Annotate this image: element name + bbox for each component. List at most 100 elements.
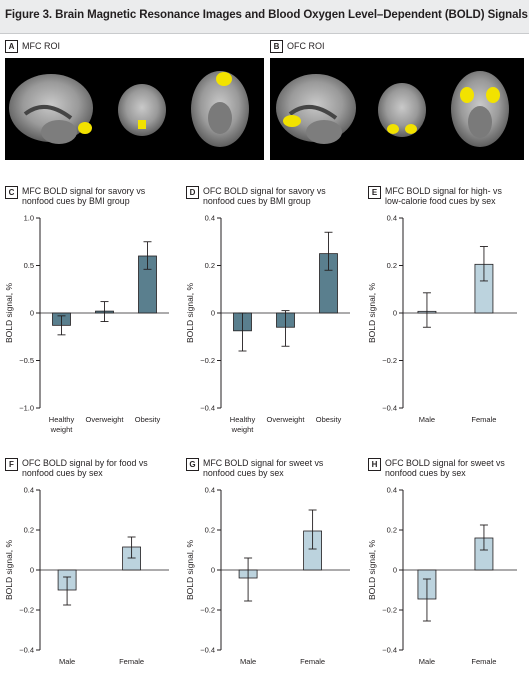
chart-c-category-label: Healthy [49,415,75,424]
chart-c-y-tick-label: −0.5 [19,356,34,365]
chart-h-category-label: Female [471,657,496,666]
panel-d-title-line-2: nonfood cues by BMI group [203,196,311,206]
chart-c-y-tick-label: −1.0 [19,404,34,413]
panel-d-title-line-1: OFC BOLD signal for savory vs [203,186,326,196]
chart-e-y-tick-label: 0.2 [387,261,397,270]
panel-b-letter: B [270,40,283,53]
panel-c-title: MFC BOLD signal for savory vs nonfood cu… [22,186,182,206]
chart-e-category-label: Female [471,415,496,424]
sagittal-slice [9,74,93,144]
chart-f-y-tick-label: 0.2 [24,526,34,535]
chart-d-category-label: Overweight [267,415,306,424]
chart-g-y-tick-label: 0.2 [205,526,215,535]
panel-e-title: MFC BOLD signal for high- vs low-calorie… [385,186,529,206]
panel-e-header: E [368,186,385,200]
chart-g-y-tick-label: −0.2 [200,606,215,615]
figure-title: Figure 3. Brain Magnetic Resonance Image… [5,9,528,21]
chart-h-ofc-sweet-sex: BOLD signal, % −0.4 −0.2 0 0.2 0.4 Male Female [367,486,517,666]
panel-c-title-line-1: MFC BOLD signal for savory vs [22,186,146,196]
chart-c-category-label: weight [50,425,74,434]
panel-e-letter: E [368,186,381,199]
chart-c-mfc-bmi: BOLD signal, % −1.0 −0.5 0 0.5 1.0 Healthyweig… [4,214,169,434]
chart-g-category-label: Female [300,657,325,666]
panel-g-letter: G [186,458,199,471]
chart-e-y-tick-label: −0.4 [382,404,397,413]
chart-d-category-label: Healthy [230,415,256,424]
chart-d-category-label: weight [231,425,255,434]
panel-b-title: OFC ROI [287,41,325,51]
chart-d-y-tick-label: 0.4 [205,214,215,223]
chart-e-y-tick-label: 0 [393,309,397,318]
chart-h-y-axis-label: BOLD signal, % [367,540,377,600]
chart-d-y-axis-label: BOLD signal, % [185,283,195,343]
chart-f-category-label: Male [59,657,75,666]
panel-f-title: OFC BOLD signal by for food vs nonfood c… [22,458,182,478]
panel-d-header: D [186,186,203,200]
ofc-roi-svg [276,71,509,147]
panel-g-title-line-1: MFC BOLD signal for sweet vs [203,458,324,468]
ofc-highlight-axial-right [486,87,500,103]
ofc-highlight-axial-left [460,87,474,103]
chart-d-y-tick-label: −0.4 [200,404,215,413]
chart-h-y-tick-label: 0.2 [387,526,397,535]
chart-f-y-tick-label: −0.4 [19,646,34,655]
chart-e-category-label: Male [419,415,435,424]
chart-e-mfc-sex: BOLD signal, % −0.4 −0.2 0 0.2 0.4 Male Female [367,214,517,424]
chart-h-y-tick-label: −0.4 [382,646,397,655]
chart-d-ofc-bmi: BOLD signal, % −0.4 −0.2 0 0.2 0.4 Healthyweig… [185,214,350,434]
ofc-highlight-sagittal [283,115,301,127]
chart-e-y-tick-label: −0.2 [382,356,397,365]
mfc-highlight-sagittal [78,122,92,134]
mfc-roi-svg [9,71,249,147]
chart-h-y-tick-label: 0 [393,566,397,575]
chart-h-category-label: Male [419,657,435,666]
chart-h-y-tick-label: 0.4 [387,486,397,495]
ofc-highlight-coronal-left [387,124,399,134]
chart-h-y-tick-label: −0.2 [382,606,397,615]
chart-d-category-label: Obesity [316,415,342,424]
chart-g-y-axis-label: BOLD signal, % [185,540,195,600]
axial-slice-b [451,71,509,147]
panel-g-title: MFC BOLD signal for sweet vs nonfood cue… [203,458,363,478]
chart-f-ofc-sex: BOLD signal, % −0.4 −0.2 0 0.2 0.4 Male Female [4,486,169,666]
panel-f-letter: F [5,458,18,471]
chart-e-y-tick-label: 0.4 [387,214,397,223]
ofc-highlight-coronal-right [405,124,417,134]
panel-d-title: OFC BOLD signal for savory vs nonfood cu… [203,186,363,206]
panel-h-title-line-1: OFC BOLD signal for sweet vs [385,458,505,468]
chart-f-y-tick-label: −0.2 [19,606,34,615]
coronal-slice [118,84,166,136]
panel-g-title-line-2: nonfood cues by sex [203,468,284,478]
chart-g-mfc-sweet-sex: BOLD signal, % −0.4 −0.2 0 0.2 0.4 Male Female [185,486,350,666]
mfc-highlight-axial [216,72,232,86]
chart-d-y-tick-label: 0 [211,309,215,318]
chart-g-y-tick-label: −0.4 [200,646,215,655]
panel-f-title-line-2: nonfood cues by sex [22,468,103,478]
mfc-highlight-coronal [138,120,146,129]
chart-e-y-axis-label: BOLD signal, % [367,283,377,343]
panel-g-header: G [186,458,203,472]
chart-c-y-axis-label: BOLD signal, % [4,283,14,343]
chart-c-y-tick-label: 0.5 [24,261,34,270]
chart-f-y-tick-label: 0 [30,566,34,575]
chart-g-y-tick-label: 0 [211,566,215,575]
panel-h-title: OFC BOLD signal for sweet vs nonfood cue… [385,458,529,478]
panel-a-letter: A [5,40,18,53]
panel-a-header: A MFC ROI [5,40,60,54]
panel-b-header: B OFC ROI [270,40,325,54]
ofc-roi-brain-images [270,58,524,160]
panel-e-title-line-1: MFC BOLD signal for high- vs [385,186,502,196]
axial-slice [191,71,249,147]
panel-c-title-line-2: nonfood cues by BMI group [22,196,130,206]
chart-c-category-label: Obesity [135,415,161,424]
chart-c-y-tick-label: 1.0 [24,214,34,223]
chart-g-y-tick-label: 0.4 [205,486,215,495]
chart-g-category-label: Male [240,657,256,666]
sagittal-slice-b [276,74,356,144]
chart-f-y-axis-label: BOLD signal, % [4,540,14,600]
mfc-roi-brain-images [5,58,264,160]
panel-d-letter: D [186,186,199,199]
panel-e-title-line-2: low-calorie food cues by sex [385,196,496,206]
chart-f-category-label: Female [119,657,144,666]
chart-f-y-tick-label: 0.4 [24,486,34,495]
